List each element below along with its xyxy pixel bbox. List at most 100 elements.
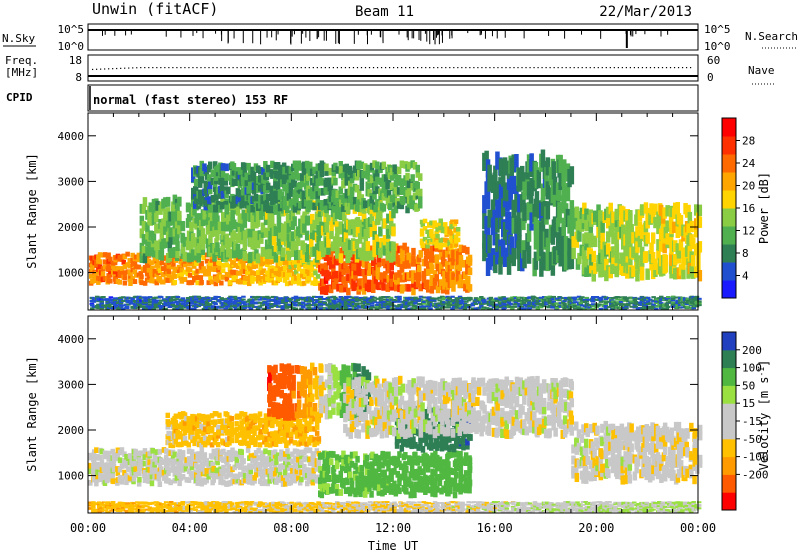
nave-dot <box>397 67 399 69</box>
power-cell <box>458 307 464 310</box>
power-cell <box>615 296 620 299</box>
power-cell <box>296 263 302 269</box>
power-cell <box>693 297 698 300</box>
power-cell <box>631 246 636 258</box>
power-cell <box>625 244 630 257</box>
power-cell <box>213 295 218 298</box>
nave-dot <box>308 67 310 69</box>
power-cell <box>494 297 500 300</box>
vel-cell <box>194 462 199 469</box>
power-cell <box>363 304 368 307</box>
power-cell <box>396 201 402 209</box>
vel-cell <box>221 479 226 486</box>
power-cell <box>352 196 358 205</box>
power-cell <box>470 302 476 305</box>
power-cell <box>96 303 101 306</box>
power-cell <box>540 300 546 303</box>
power-cell <box>185 202 191 213</box>
power-cell <box>697 304 702 307</box>
power-cell <box>563 306 569 309</box>
power-cell <box>362 271 368 280</box>
power-cell <box>385 306 390 309</box>
power-cell <box>491 298 497 301</box>
power-cell <box>213 161 218 169</box>
nave-dot <box>236 67 238 69</box>
power-cell <box>92 274 97 280</box>
power-cell <box>372 299 377 302</box>
power-cell <box>422 296 427 299</box>
power-cell <box>678 306 683 309</box>
power-cell <box>506 301 512 304</box>
power-cell <box>269 304 274 307</box>
power-cell <box>199 168 204 177</box>
power-cell <box>335 248 340 259</box>
power-cell <box>527 305 532 308</box>
power-cell <box>301 169 307 177</box>
power-cell <box>151 215 157 226</box>
power-cell <box>374 234 380 245</box>
power-cell <box>206 271 211 277</box>
power-cell <box>108 256 113 262</box>
power-cell <box>146 267 152 273</box>
power-cell <box>631 232 636 244</box>
power-cell <box>582 298 588 301</box>
power-cell <box>685 301 691 304</box>
power-cell <box>115 266 121 271</box>
power-cell <box>396 187 402 195</box>
power-cell <box>301 196 307 205</box>
radar-title: Unwin (fitACF) <box>92 0 218 18</box>
power-colorbar-cells <box>722 118 736 299</box>
power-cell <box>281 247 286 258</box>
power-cell <box>429 281 434 290</box>
power-cell <box>694 295 700 298</box>
power-cell <box>235 233 241 244</box>
power-cell <box>502 182 508 201</box>
power-cell <box>213 302 218 305</box>
power-colorbar-swatch <box>722 118 736 137</box>
power-cell <box>333 177 338 186</box>
nave-dot <box>469 67 471 69</box>
power-cell <box>199 198 204 207</box>
nave-dot <box>417 67 419 69</box>
power-cell <box>253 178 259 186</box>
power-cell <box>374 307 380 310</box>
power-cell <box>223 302 228 305</box>
vel-cell <box>115 452 120 459</box>
power-cell <box>372 237 377 248</box>
power-cell <box>265 205 271 214</box>
power-cell <box>400 197 406 205</box>
power-cell <box>288 280 293 286</box>
power-cell <box>194 245 199 256</box>
vel-cell <box>106 456 111 462</box>
power-cell <box>577 252 582 265</box>
nave-dot <box>421 67 423 69</box>
power-cell <box>273 242 279 252</box>
vel-cell <box>111 466 117 473</box>
power-cell <box>182 236 188 247</box>
power-cell <box>651 304 656 307</box>
power-cell <box>209 279 215 285</box>
power-cell <box>633 300 639 303</box>
power-cell <box>204 258 210 264</box>
power-cell <box>411 283 416 291</box>
power-cell <box>531 305 537 308</box>
power-cell <box>386 179 392 188</box>
power-cell <box>567 307 572 310</box>
power-cell <box>589 254 594 266</box>
power-cell <box>220 304 226 307</box>
power-cell <box>144 271 150 277</box>
power-cell <box>122 254 128 260</box>
power-cell <box>607 306 612 309</box>
nave-dot <box>316 67 318 69</box>
power-cell <box>224 262 230 268</box>
power-cell <box>189 280 195 285</box>
power-cell <box>286 250 292 261</box>
power-cell <box>270 171 275 179</box>
power-cell <box>513 302 519 305</box>
nave-dot <box>509 67 511 69</box>
power-cell <box>212 301 217 304</box>
power-cell <box>318 307 324 310</box>
power-cell <box>438 238 443 243</box>
power-cell <box>576 305 582 308</box>
power-cell <box>557 299 562 302</box>
